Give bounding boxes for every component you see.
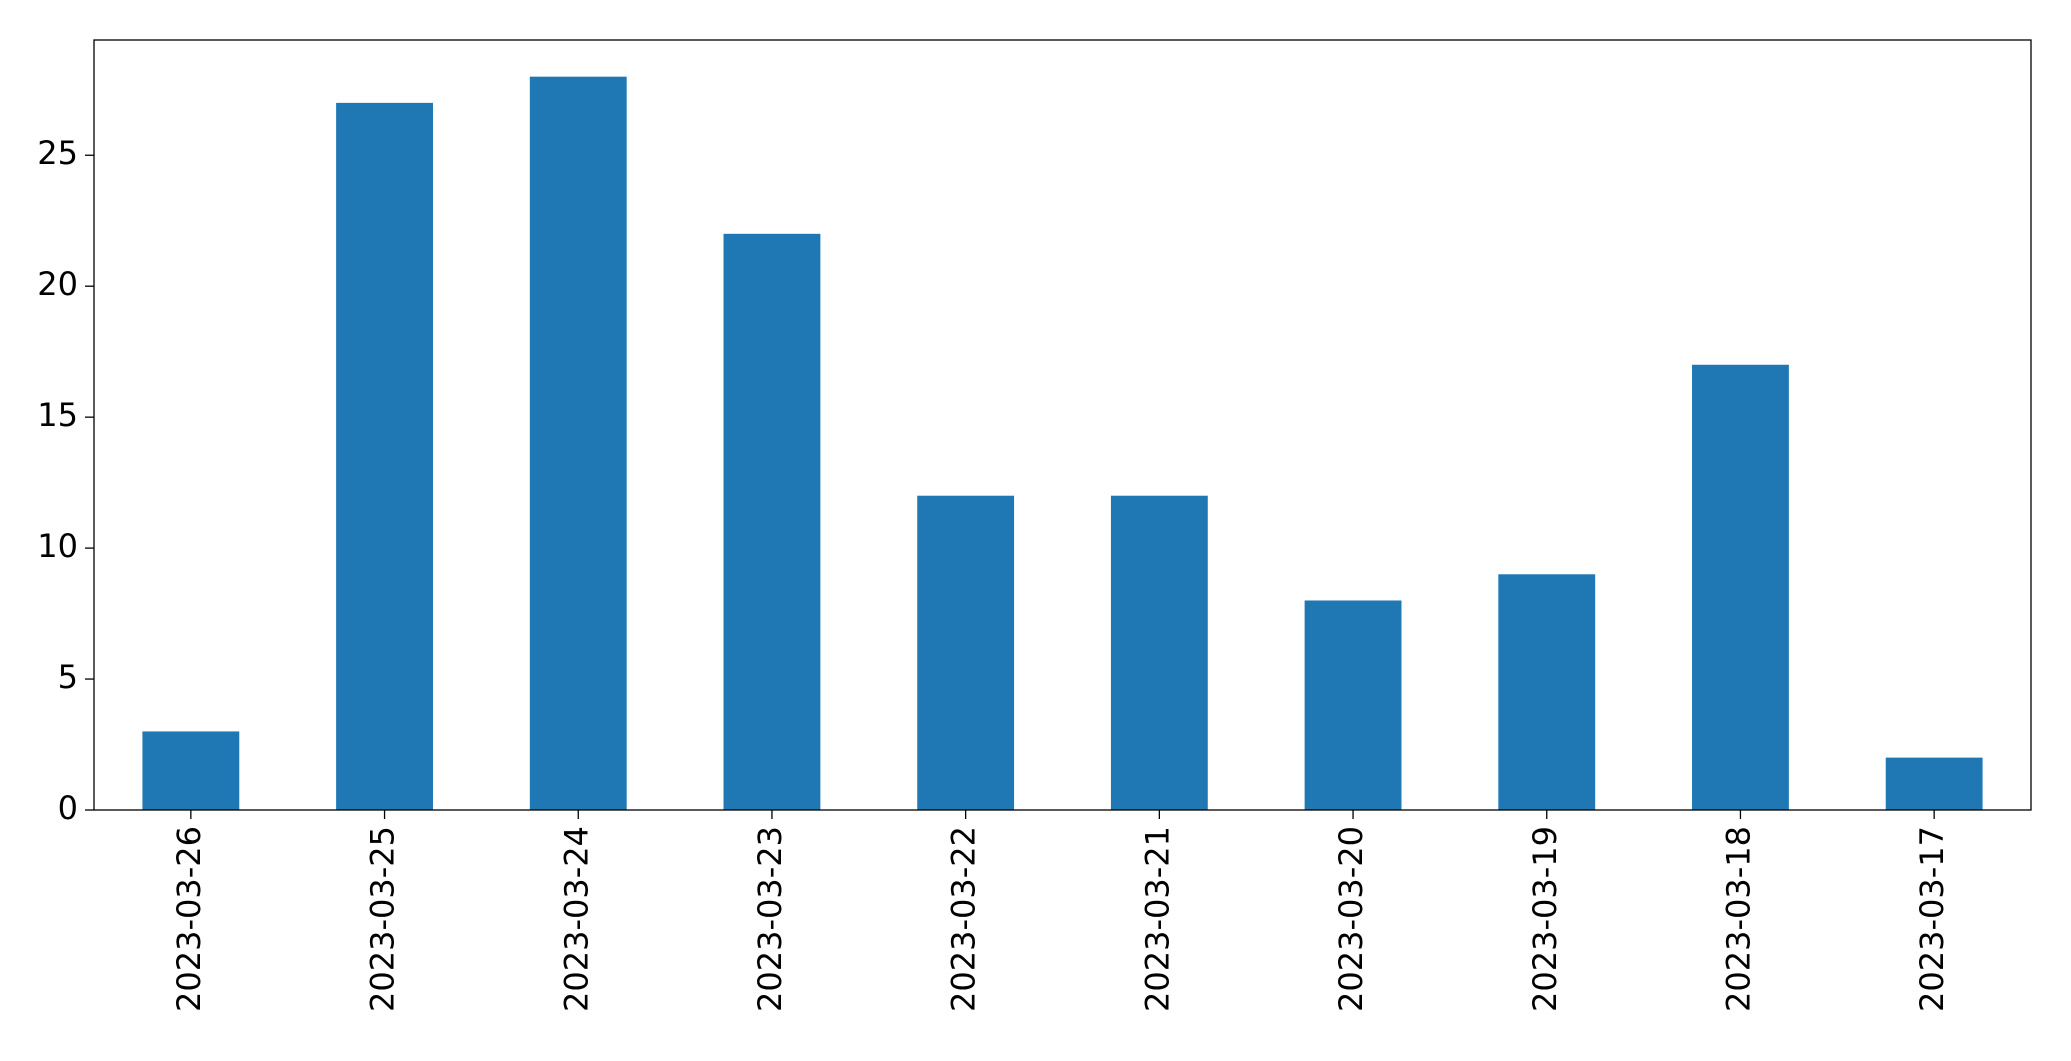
bar — [1885, 757, 1983, 810]
bar — [1110, 495, 1208, 810]
bar — [917, 495, 1015, 810]
y-tick-label: 0 — [58, 789, 78, 827]
bar — [1692, 364, 1789, 810]
bar — [1304, 600, 1402, 810]
y-tick-label: 10 — [37, 527, 78, 565]
x-tick-label: 2023-03-18 — [1719, 826, 1757, 1012]
x-tick-label: 2023-03-20 — [1332, 826, 1370, 1012]
x-tick-label: 2023-03-26 — [170, 826, 208, 1012]
y-tick-label: 25 — [37, 134, 78, 172]
y-tick-label: 20 — [37, 265, 78, 303]
x-tick-label: 2023-03-21 — [1138, 826, 1176, 1012]
y-tick-label: 15 — [37, 396, 78, 434]
bar — [1498, 574, 1596, 810]
bar — [529, 76, 627, 810]
plot-frame — [93, 39, 2032, 811]
x-tick-label: 2023-03-22 — [945, 826, 983, 1012]
x-tick-label: 2023-03-17 — [1913, 826, 1951, 1012]
x-tick-label: 2023-03-24 — [557, 826, 595, 1012]
y-tick-label: 5 — [58, 658, 78, 696]
x-tick-label: 2023-03-23 — [751, 826, 789, 1012]
bar — [723, 233, 821, 811]
x-tick-label: 2023-03-25 — [364, 826, 402, 1012]
bar — [336, 102, 433, 811]
bar — [142, 731, 240, 810]
x-tick-label: 2023-03-19 — [1526, 826, 1564, 1012]
